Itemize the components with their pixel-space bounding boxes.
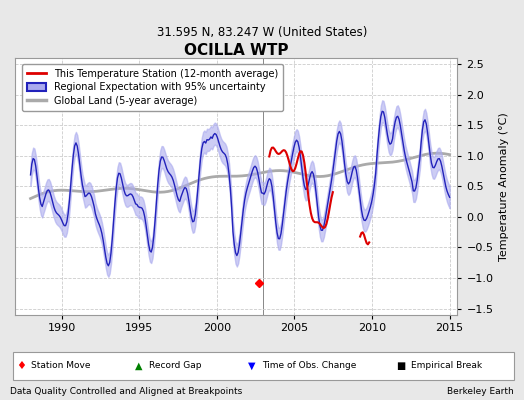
Text: Record Gap: Record Gap [149,362,202,370]
Text: ▲: ▲ [135,361,143,371]
Y-axis label: Temperature Anomaly (°C): Temperature Anomaly (°C) [499,112,509,261]
Text: ▼: ▼ [248,361,255,371]
Text: Station Move: Station Move [31,362,91,370]
Legend: This Temperature Station (12-month average), Regional Expectation with 95% uncer: This Temperature Station (12-month avera… [22,64,283,111]
Text: ■: ■ [396,361,406,371]
Text: Time of Obs. Change: Time of Obs. Change [262,362,356,370]
Text: Data Quality Controlled and Aligned at Breakpoints: Data Quality Controlled and Aligned at B… [10,387,243,396]
Text: Empirical Break: Empirical Break [411,362,483,370]
Text: Berkeley Earth: Berkeley Earth [447,387,514,396]
Text: ♦: ♦ [16,361,26,371]
Text: 31.595 N, 83.247 W (United States): 31.595 N, 83.247 W (United States) [157,26,367,39]
Title: OCILLA WTP: OCILLA WTP [184,43,288,58]
